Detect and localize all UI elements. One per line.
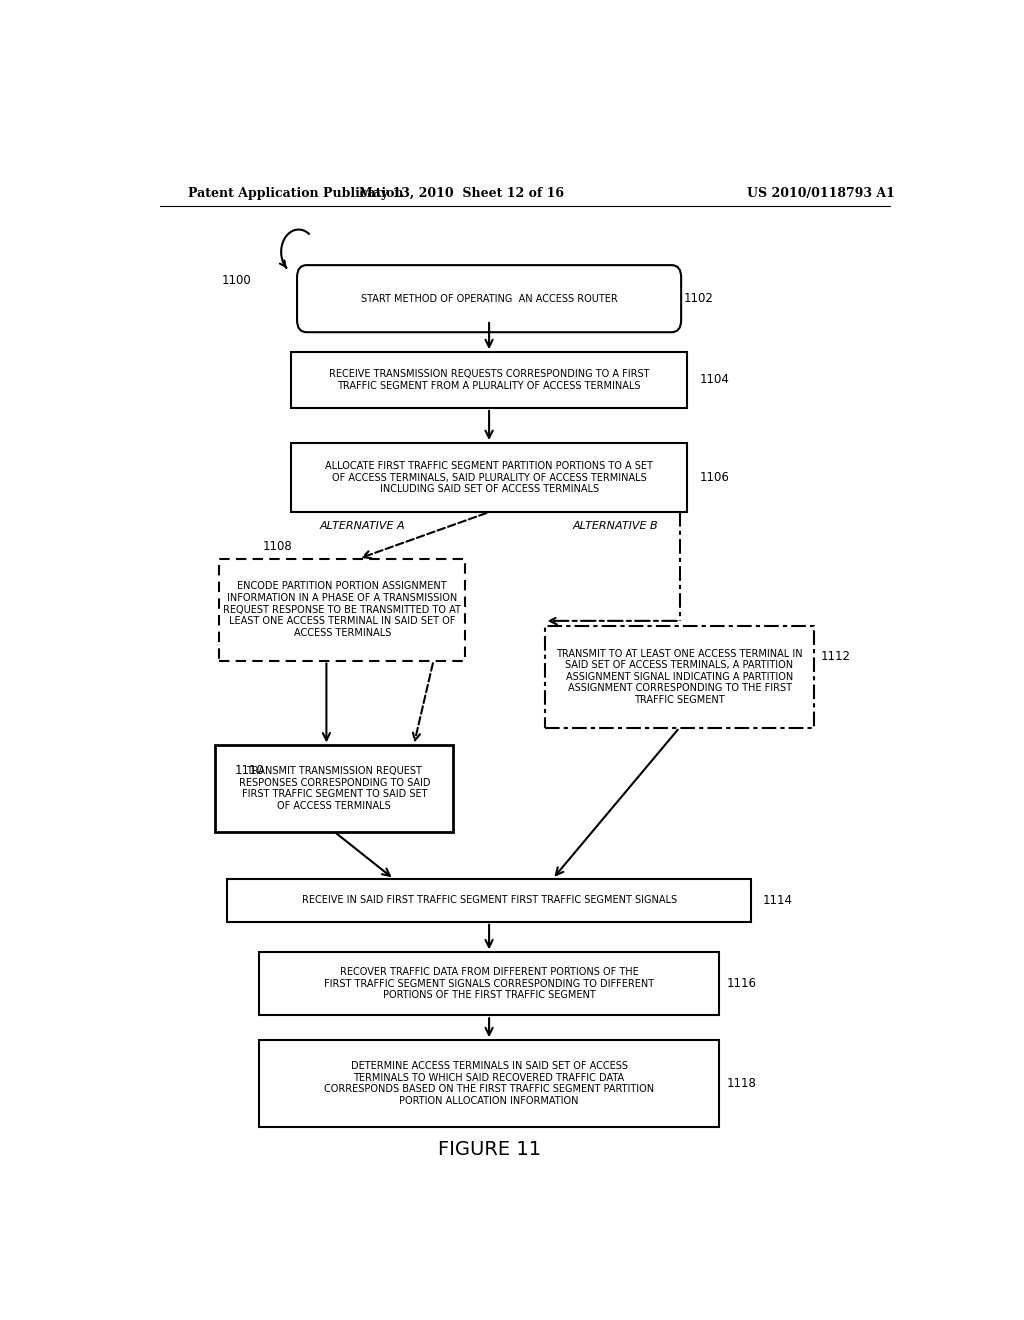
Text: Patent Application Publication: Patent Application Publication <box>187 187 403 201</box>
Bar <box>227 879 751 921</box>
Text: START METHOD OF OPERATING  AN ACCESS ROUTER: START METHOD OF OPERATING AN ACCESS ROUT… <box>360 293 617 304</box>
Text: 1112: 1112 <box>821 649 851 663</box>
Text: 1110: 1110 <box>236 764 265 776</box>
Text: US 2010/0118793 A1: US 2010/0118793 A1 <box>748 187 895 201</box>
Text: ALTERNATIVE B: ALTERNATIVE B <box>572 521 658 532</box>
Text: 1108: 1108 <box>263 540 293 553</box>
Text: RECEIVE IN SAID FIRST TRAFFIC SEGMENT FIRST TRAFFIC SEGMENT SIGNALS: RECEIVE IN SAID FIRST TRAFFIC SEGMENT FI… <box>301 895 677 906</box>
Text: 1116: 1116 <box>727 977 757 990</box>
Text: ENCODE PARTITION PORTION ASSIGNMENT
INFORMATION IN A PHASE OF A TRANSMISSION
REQ: ENCODE PARTITION PORTION ASSIGNMENT INFO… <box>223 582 461 638</box>
Text: FIGURE 11: FIGURE 11 <box>437 1140 541 1159</box>
Text: TRANSMIT TO AT LEAST ONE ACCESS TERMINAL IN
SAID SET OF ACCESS TERMINALS, A PART: TRANSMIT TO AT LEAST ONE ACCESS TERMINAL… <box>556 648 803 705</box>
Text: ALTERNATIVE A: ALTERNATIVE A <box>319 521 404 532</box>
Text: 1102: 1102 <box>684 292 714 305</box>
FancyBboxPatch shape <box>297 265 681 333</box>
Text: 1114: 1114 <box>763 894 793 907</box>
Bar <box>219 558 465 660</box>
Text: RECEIVE TRANSMISSION REQUESTS CORRESPONDING TO A FIRST
TRAFFIC SEGMENT FROM A PL: RECEIVE TRANSMISSION REQUESTS CORRESPOND… <box>329 370 649 391</box>
Text: 1104: 1104 <box>699 374 729 387</box>
Text: TRANSMIT TRANSMISSION REQUEST
RESPONSES CORRESPONDING TO SAID
FIRST TRAFFIC SEGM: TRANSMIT TRANSMISSION REQUEST RESPONSES … <box>239 766 430 810</box>
Text: 1106: 1106 <box>699 471 729 484</box>
Bar <box>259 952 719 1015</box>
Text: May 13, 2010  Sheet 12 of 16: May 13, 2010 Sheet 12 of 16 <box>358 187 564 201</box>
Text: DETERMINE ACCESS TERMINALS IN SAID SET OF ACCESS
TERMINALS TO WHICH SAID RECOVER: DETERMINE ACCESS TERMINALS IN SAID SET O… <box>324 1061 654 1106</box>
Bar <box>259 1040 719 1126</box>
Bar <box>215 746 454 832</box>
Text: ALLOCATE FIRST TRAFFIC SEGMENT PARTITION PORTIONS TO A SET
OF ACCESS TERMINALS, : ALLOCATE FIRST TRAFFIC SEGMENT PARTITION… <box>326 461 653 494</box>
Bar <box>291 444 687 512</box>
Bar <box>545 626 814 727</box>
Text: 1100: 1100 <box>221 273 251 286</box>
Bar <box>291 352 687 408</box>
Text: RECOVER TRAFFIC DATA FROM DIFFERENT PORTIONS OF THE
FIRST TRAFFIC SEGMENT SIGNAL: RECOVER TRAFFIC DATA FROM DIFFERENT PORT… <box>324 968 654 1001</box>
Text: 1118: 1118 <box>727 1077 757 1090</box>
